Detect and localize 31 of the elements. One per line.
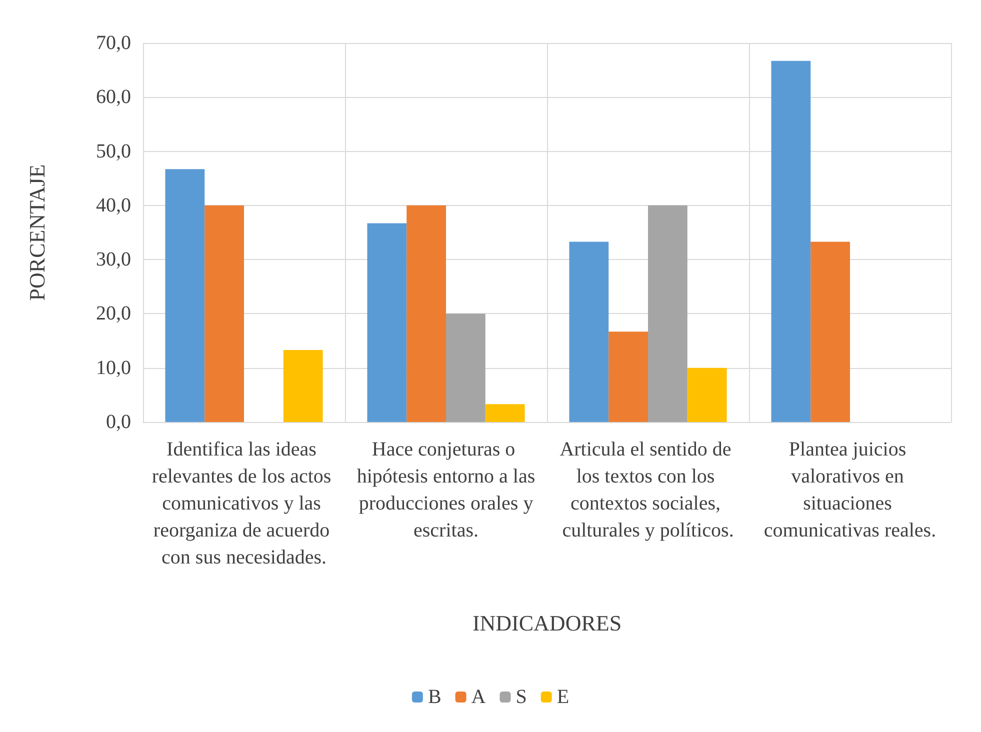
legend-label: A [471, 686, 486, 708]
bar [648, 205, 688, 422]
x-tick-label: Hace conjeturas o hipótesis entorno a las producciones orales y escritas. [354, 438, 538, 542]
bar [771, 60, 811, 422]
bar [406, 205, 446, 422]
y-tick-label: 50,0 [96, 140, 131, 162]
bar [367, 223, 407, 422]
bar [687, 368, 727, 422]
bar [165, 169, 205, 422]
bar [485, 404, 525, 422]
y-tick-label: 30,0 [96, 248, 131, 271]
bar [446, 314, 486, 422]
bar [608, 332, 648, 422]
legend-label: E [556, 686, 570, 708]
y-axis-title: PORCENTAJE [24, 164, 50, 301]
x-tick-label: Identifica las ideas relevantes de los actos comunicativos y las reorganiza de acuerdo con sus necesidades. [152, 438, 336, 568]
x-tick-label: Articula el sentido de los textos con los contextos sociales, culturales y políticos. [560, 438, 736, 542]
bar [569, 242, 609, 422]
y-tick-label: 0,0 [106, 411, 131, 433]
y-tick-label: 40,0 [96, 194, 131, 216]
y-tick-label: 10,0 [96, 356, 131, 379]
legend-label: S [516, 686, 527, 708]
bar [810, 242, 850, 422]
x-tick-label: Plantea juicios valorativos en situaciones comunicativas reales. [764, 438, 936, 542]
y-tick-label: 60,0 [96, 86, 131, 108]
bar [204, 205, 244, 422]
bar [283, 350, 323, 422]
y-tick-label: 70,0 [96, 32, 131, 54]
y-tick-label: 20,0 [96, 302, 131, 325]
legend-label: B [428, 686, 442, 708]
x-axis-title: INDICADORES [472, 610, 622, 636]
